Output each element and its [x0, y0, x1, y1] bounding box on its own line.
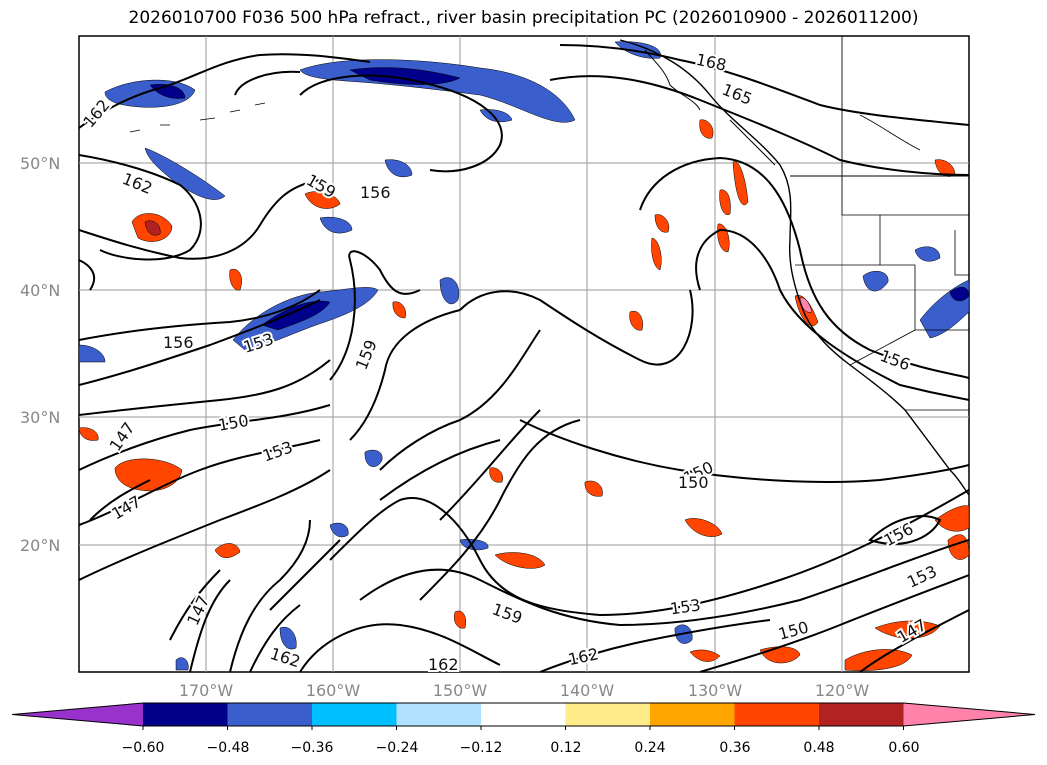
- colorbar-bin: [565, 703, 651, 726]
- contour-label: 162: [428, 655, 459, 674]
- colorbar-bin: [819, 703, 904, 726]
- refractivity-contours: [79, 44, 969, 672]
- colorbar-tick-label: −0.24: [376, 740, 419, 756]
- colorbar-tick-label: −0.36: [291, 740, 334, 756]
- lat-label: 30°N: [20, 408, 60, 427]
- longitude-labels: 170°W 160°W 150°W 140°W 130°W 120°W: [179, 681, 870, 700]
- colorbar-ticks: −0.60 −0.48 −0.36 −0.24 −0.12 0.12 0.24 …: [122, 740, 920, 756]
- colorbar-tick-label: −0.12: [460, 740, 503, 756]
- colorbar-bin: [650, 703, 735, 726]
- colorbar-bin: [734, 703, 820, 726]
- colorbar-extend-low: [12, 703, 143, 726]
- lat-label: 20°N: [20, 536, 60, 555]
- colorbar-tick-label: 0.12: [550, 740, 581, 756]
- colorbar: [11, 702, 1036, 730]
- colorbar-bin: [396, 703, 482, 726]
- lon-label: 170°W: [179, 681, 234, 700]
- lon-label: 130°W: [688, 681, 743, 700]
- colorbar-tick-label: 0.60: [888, 740, 919, 756]
- colorbar-tick-label: −0.48: [207, 740, 250, 756]
- lat-label: 50°N: [20, 154, 60, 173]
- land-borders: [129, 36, 969, 496]
- colorbar-bin: [312, 703, 397, 726]
- colorbar-tick-label: 0.36: [719, 740, 750, 756]
- colorbar-bin: [481, 703, 566, 726]
- colorbar-tick-label: 0.48: [803, 740, 834, 756]
- gridlines: [79, 36, 969, 672]
- lon-label: 140°W: [560, 681, 615, 700]
- colorbar-bin: [143, 703, 228, 726]
- contour-label: 150: [678, 473, 709, 492]
- lon-label: 160°W: [306, 681, 361, 700]
- map-title: 2026010700 F036 500 hPa refract., river …: [128, 8, 919, 28]
- lon-label: 120°W: [815, 681, 870, 700]
- lon-label: 150°W: [433, 681, 488, 700]
- contour-label: 156: [360, 183, 391, 202]
- latitude-labels: 50°N 40°N 30°N 20°N: [20, 154, 60, 555]
- colorbar-tick-label: 0.24: [634, 740, 665, 756]
- colorbar-bin: [227, 703, 313, 726]
- lat-label: 40°N: [20, 281, 60, 300]
- colorbar-extend-high: [903, 703, 1035, 726]
- contour-label: 156: [163, 333, 194, 352]
- colorbar-tick-label: −0.60: [122, 740, 165, 756]
